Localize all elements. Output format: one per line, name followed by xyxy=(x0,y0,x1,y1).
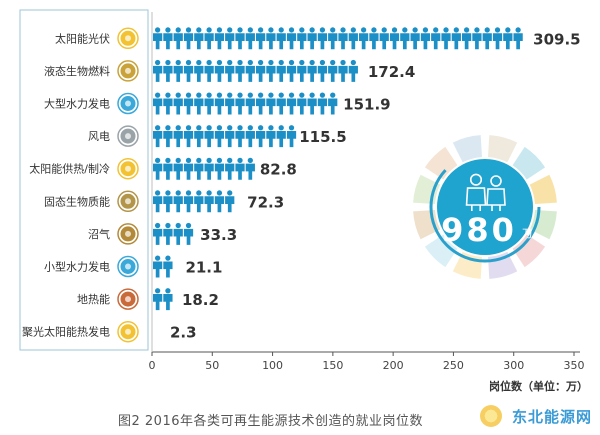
value-label: 18.2 xyxy=(182,291,219,309)
chart-row: 液态生物燃料 172.4 xyxy=(44,59,415,82)
bar-mark xyxy=(153,125,297,148)
total-badge: 980 万 xyxy=(413,135,557,279)
x-tick-label: 200 xyxy=(383,359,404,372)
chart-row: 大型水力发电 151.9 xyxy=(44,92,391,115)
category-label: 液态生物燃料 xyxy=(44,64,110,78)
badge-total-value: 980 xyxy=(441,211,517,249)
category-label: 太阳能供热/制冷 xyxy=(29,162,110,176)
leaf-icon xyxy=(117,190,139,213)
badge-wedge xyxy=(487,135,518,163)
x-tick-label: 150 xyxy=(322,359,343,372)
bar-mark xyxy=(153,288,173,311)
chart-row: 小型水力发电 21.1 xyxy=(44,255,222,278)
badge-wedge xyxy=(452,251,483,279)
watermark-text: 东北能源网 xyxy=(511,408,592,426)
category-label: 大型水力发电 xyxy=(44,97,110,111)
gas-flame-icon xyxy=(117,223,139,245)
worker-icon xyxy=(465,173,487,211)
worker-icon xyxy=(486,175,506,211)
category-label: 聚光太阳能热发电 xyxy=(22,325,110,339)
chart-row: 太阳能光伏 309.5 xyxy=(55,27,581,50)
chart-row: 太阳能供热/制冷 82.8 xyxy=(29,157,297,180)
bar-mark xyxy=(153,92,338,115)
value-label: 151.9 xyxy=(343,96,390,114)
badge-disc xyxy=(437,159,533,255)
badge-wedge xyxy=(512,234,546,268)
water-drop-icon xyxy=(117,92,139,115)
category-label: 小型水力发电 xyxy=(44,260,110,274)
category-label: 太阳能光伏 xyxy=(55,31,110,45)
badge-wedge xyxy=(413,209,441,240)
value-label: 309.5 xyxy=(533,30,580,48)
badge-wedge xyxy=(529,209,557,240)
category-label: 沼气 xyxy=(88,227,110,241)
watermark-sun-icon xyxy=(480,405,502,427)
oil-drop-icon xyxy=(117,60,139,82)
water-drop-icon xyxy=(117,255,139,278)
bar-mark xyxy=(153,59,358,82)
value-label: 115.5 xyxy=(299,128,346,146)
badge-wedge xyxy=(413,174,441,205)
badge-wedge xyxy=(487,251,518,279)
value-label: 2.3 xyxy=(170,324,197,342)
x-tick-label: 100 xyxy=(262,359,283,372)
x-tick-label: 300 xyxy=(503,359,524,372)
sun-icon xyxy=(117,320,139,343)
badge-wedge xyxy=(424,146,458,180)
badge-wedge xyxy=(424,234,458,268)
bar-mark xyxy=(153,190,235,213)
value-label: 172.4 xyxy=(368,63,415,81)
badge-ring xyxy=(429,151,541,263)
chart-caption: 图2 2016年各类可再生能源技术创造的就业岗位数 xyxy=(118,414,423,429)
category-label: 固态生物质能 xyxy=(44,194,110,208)
chart-row: 风电 115.5 xyxy=(88,125,347,148)
badge-wedge xyxy=(452,135,483,163)
sun-icon xyxy=(117,157,139,180)
x-tick-label: 50 xyxy=(205,359,219,372)
badge-wedge xyxy=(512,146,546,180)
category-label-box xyxy=(19,9,149,351)
value-label: 72.3 xyxy=(247,193,284,211)
wind-turbine-icon xyxy=(117,125,139,147)
chart-row: 固态生物质能 72.3 xyxy=(44,190,284,213)
x-tick-label: 0 xyxy=(149,359,156,372)
chart-row: 地热能 18.2 xyxy=(77,288,219,311)
x-axis: 0 50 100 150 200 250 300 350 岗位数（单位：万） xyxy=(149,12,588,393)
sun-icon xyxy=(117,27,139,50)
category-label: 风电 xyxy=(88,130,110,143)
chart-row: 聚光太阳能热发电 2.3 xyxy=(22,320,197,343)
chart-row: 沼气 33.3 xyxy=(88,222,237,245)
x-tick-label: 350 xyxy=(564,359,585,372)
value-label: 82.8 xyxy=(260,161,297,179)
bar-mark xyxy=(153,27,523,50)
value-label: 33.3 xyxy=(200,226,237,244)
value-label: 21.1 xyxy=(185,259,222,277)
volcano-icon xyxy=(117,288,139,310)
badge-total-unit: 万 xyxy=(522,227,533,240)
x-axis-label: 岗位数（单位：万） xyxy=(489,379,588,393)
badge-wedge xyxy=(529,174,557,205)
bar-mark xyxy=(153,255,173,278)
category-label: 地热能 xyxy=(77,292,110,306)
x-tick-label: 250 xyxy=(443,359,464,372)
bar-mark xyxy=(153,222,194,245)
bar-mark xyxy=(153,157,255,180)
